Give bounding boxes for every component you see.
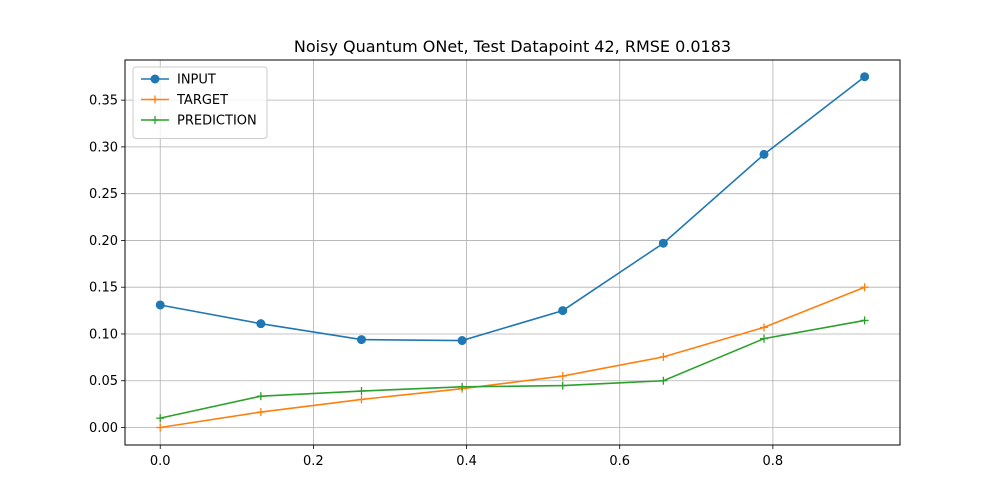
legend-entry-input: INPUT bbox=[141, 73, 216, 88]
target-point bbox=[256, 408, 265, 417]
prediction-point bbox=[458, 382, 467, 391]
prediction-point bbox=[357, 387, 366, 396]
x-tick-label: 0.6 bbox=[609, 454, 630, 469]
y-tick-label: 0.30 bbox=[89, 140, 118, 155]
y-tick-label: 0.00 bbox=[89, 421, 118, 436]
legend: INPUT TARGET PREDICTION bbox=[132, 66, 268, 139]
y-tick-label: 0.15 bbox=[89, 281, 118, 296]
series-prediction bbox=[156, 316, 869, 423]
x-tick-label: 0.8 bbox=[763, 454, 784, 469]
input-point bbox=[658, 238, 668, 248]
y-tick-label: 0.25 bbox=[89, 187, 118, 202]
target-point bbox=[558, 372, 567, 381]
target-point bbox=[860, 283, 869, 292]
prediction-point bbox=[860, 316, 869, 325]
axis-ticks: 0.0 0.2 0.4 0.6 0.8 0.00 0.05 0.10 0.15 0.20 0.25 0… bbox=[89, 94, 783, 469]
legend-label-target: TARGET bbox=[176, 93, 228, 108]
prediction-line bbox=[160, 319, 865, 419]
input-point bbox=[155, 300, 165, 310]
target-point bbox=[759, 323, 768, 332]
y-tick-label: 0.10 bbox=[89, 327, 118, 342]
prediction-point bbox=[256, 392, 265, 401]
input-point bbox=[356, 335, 366, 345]
legend-label-prediction: PREDICTION bbox=[177, 114, 257, 129]
input-line bbox=[160, 76, 866, 342]
prediction-point bbox=[759, 334, 768, 343]
x-tick-label: 0.0 bbox=[150, 454, 171, 469]
input-point bbox=[457, 336, 467, 346]
target-point bbox=[156, 423, 165, 432]
prediction-point bbox=[659, 376, 668, 385]
plot-area-frame bbox=[124, 59, 901, 446]
target-line bbox=[160, 286, 865, 429]
legend-entry-prediction: PREDICTION bbox=[141, 114, 257, 129]
chart-title: Noisy Quantum ONet, Test Datapoint 42, R… bbox=[294, 37, 731, 56]
x-tick-label: 0.2 bbox=[303, 454, 324, 469]
legend-marker-prediction bbox=[151, 116, 159, 124]
y-tick-label: 0.05 bbox=[89, 374, 118, 389]
series-layer bbox=[155, 72, 870, 432]
legend-marker-target bbox=[151, 95, 159, 104]
y-tick-label: 0.20 bbox=[89, 234, 118, 249]
input-point bbox=[759, 149, 769, 159]
prediction-point bbox=[558, 381, 567, 390]
legend-label-input: INPUT bbox=[177, 73, 216, 88]
series-target bbox=[156, 283, 869, 432]
target-point bbox=[659, 352, 668, 361]
input-point bbox=[860, 72, 870, 82]
prediction-point bbox=[156, 414, 165, 423]
input-point bbox=[256, 319, 266, 329]
legend-marker-input bbox=[150, 74, 160, 84]
target-point bbox=[357, 395, 366, 404]
legend-entry-target: TARGET bbox=[141, 93, 228, 108]
grid-lines bbox=[125, 60, 900, 445]
series-input bbox=[155, 72, 870, 346]
x-tick-label: 0.4 bbox=[456, 454, 477, 469]
y-tick-label: 0.35 bbox=[89, 94, 118, 109]
input-point bbox=[558, 306, 568, 316]
